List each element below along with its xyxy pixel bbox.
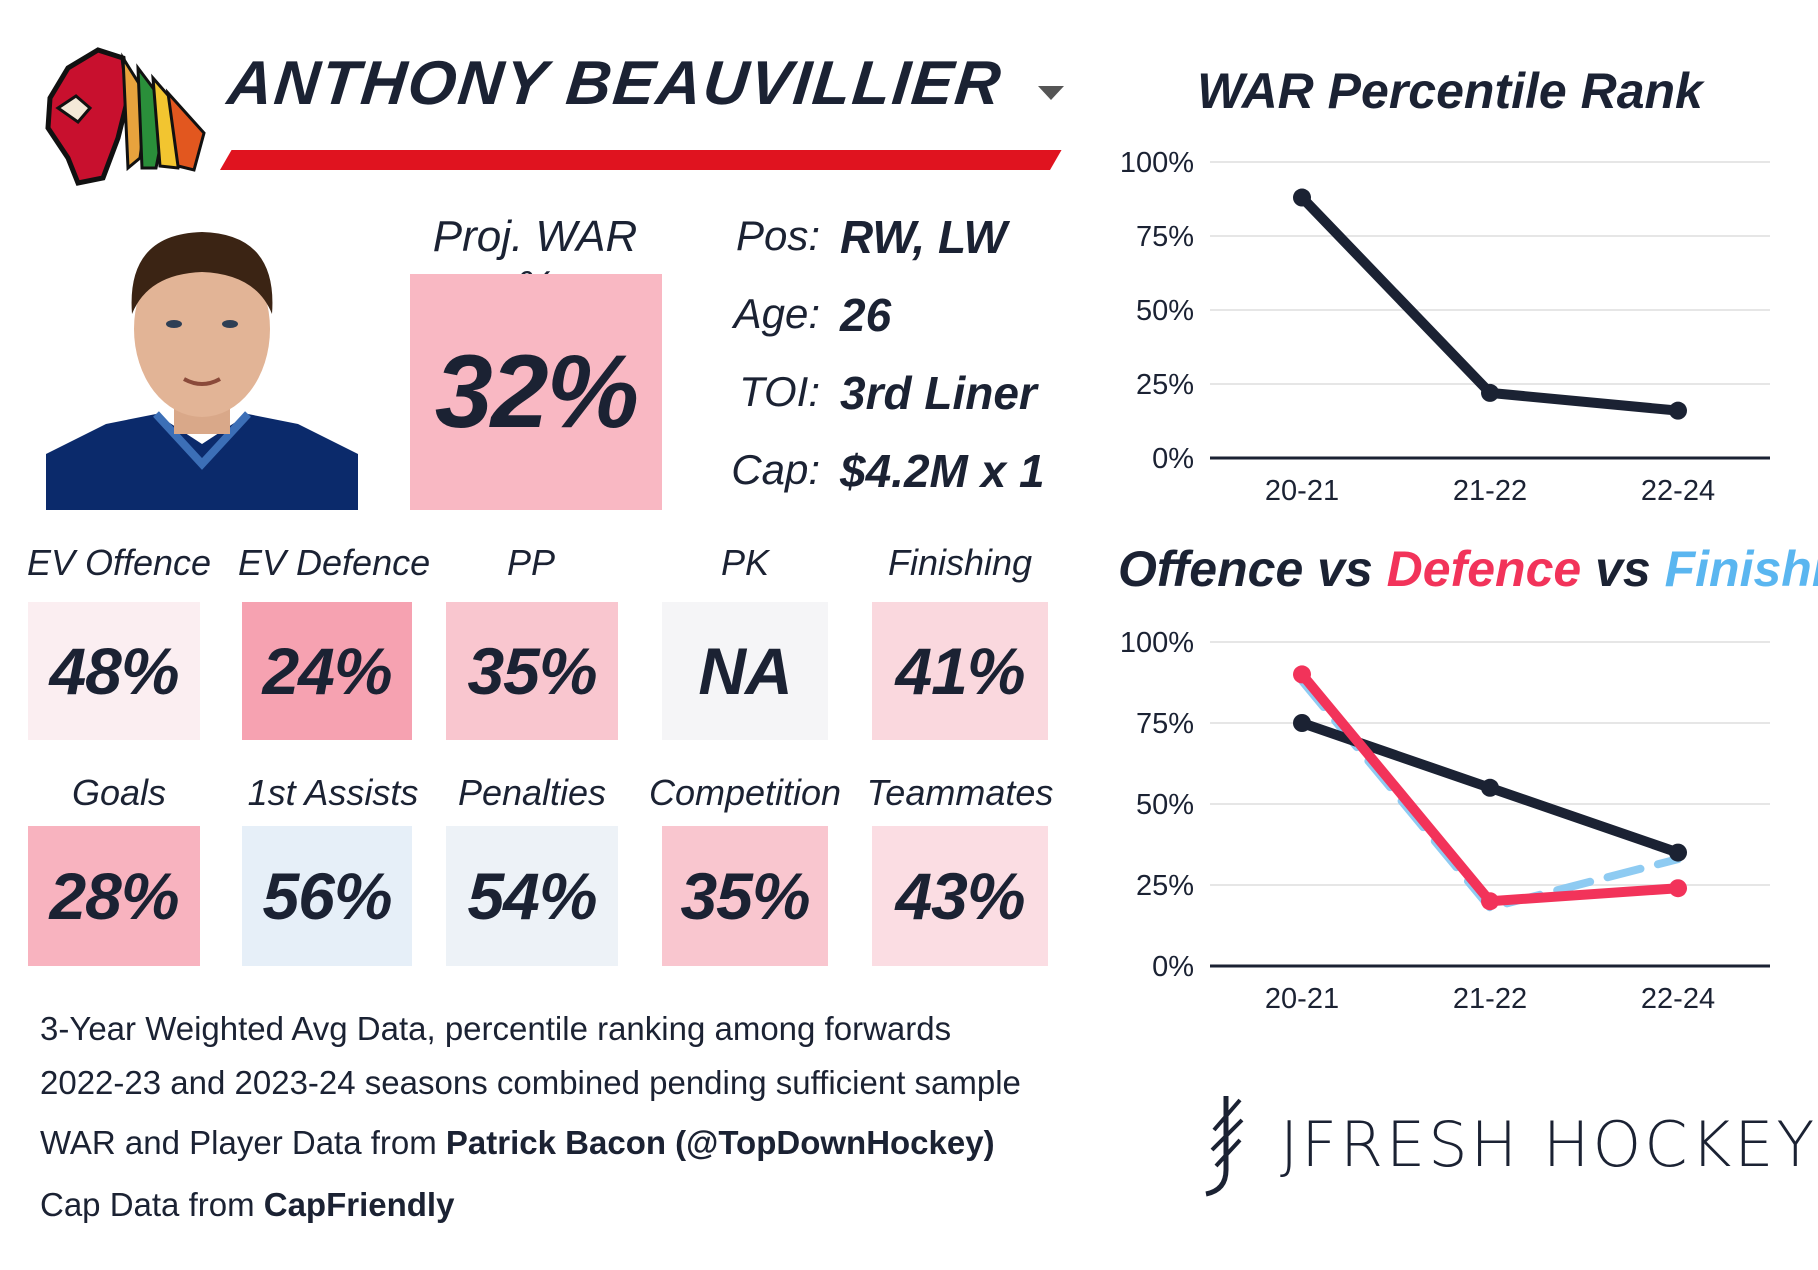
toi-label: TOI: [739, 368, 820, 415]
metric-value-penalties: 54% [467, 859, 597, 933]
metric-box-1st-assists: 56% [242, 826, 412, 966]
y-tick-label: 100% [1120, 627, 1194, 659]
x-tick-label: 22-24 [1641, 475, 1715, 507]
chicago-blackhawks-logo-icon [45, 47, 206, 186]
note-line-4: Cap Data from CapFriendly [40, 1186, 454, 1224]
metric-box-ev-defence: 24% [242, 602, 412, 740]
ovd-title-vs-2: vs [1581, 541, 1665, 597]
note-source-cap: CapFriendly [263, 1186, 455, 1223]
data-point-war [1293, 188, 1311, 207]
x-tick-label: 21-22 [1453, 983, 1527, 1015]
note-line-2: 2022-23 and 2023-24 seasons combined pen… [40, 1064, 1021, 1101]
ovd-title-vs-1: vs [1303, 541, 1387, 597]
metric-value-teammates: 43% [895, 859, 1025, 933]
series-line-war [1297, 192, 1683, 416]
brand-text: JFRESH HOCKEY [1280, 1108, 1818, 1181]
metric-box-ev-offence: 48% [28, 602, 200, 740]
metric-value-pp: 35% [467, 634, 597, 708]
toi-value: 3rd Liner [840, 367, 1037, 419]
metric-label-ev-offence: EV Offence [26, 542, 212, 583]
y-tick-label: 50% [1136, 295, 1194, 327]
cap-value: $4.2M x 1 [840, 445, 1045, 497]
metric-box-pk: NA [662, 602, 828, 740]
metric-value-1st-assists: 56% [262, 859, 392, 933]
proj-war-value: 32% [434, 333, 639, 450]
age-label: Age: [733, 290, 820, 337]
x-tick-label: 21-22 [1453, 475, 1527, 507]
metric-label-ev-defence: EV Defence [238, 542, 431, 583]
jfresh-hockey-logo-icon [1205, 1096, 1244, 1197]
y-tick-label: 0% [1152, 443, 1194, 475]
metric-label-competition: Competition [648, 772, 842, 813]
data-point-offence [1293, 714, 1311, 732]
cap-label: Cap: [731, 446, 820, 493]
y-tick-label: 0% [1152, 951, 1194, 983]
metric-box-penalties: 54% [446, 826, 618, 966]
data-point-war [1669, 401, 1687, 420]
ovd-chart-title: Offence vs Defence vs Finishing [1118, 540, 1818, 598]
data-point-offence [1481, 778, 1499, 797]
note-line-3-prefix: WAR and Player Data from [40, 1124, 446, 1161]
player-name: ANTHONY BEAUVILLIER [224, 49, 1006, 118]
metric-label-teammates: Teammates [866, 772, 1054, 813]
x-tick-label: 22-24 [1641, 983, 1715, 1015]
metric-label-penalties: Penalties [457, 772, 607, 813]
metric-box-competition: 35% [662, 826, 828, 966]
metric-box-finishing: 41% [872, 602, 1048, 740]
metric-box-teammates: 43% [872, 826, 1048, 966]
note-line-1: 3-Year Weighted Avg Data, percentile ran… [40, 1010, 952, 1047]
metric-box-pp: 35% [446, 602, 618, 740]
y-tick-label: 25% [1136, 870, 1194, 902]
data-point-defence [1669, 879, 1687, 898]
chevron-down-icon[interactable] [1038, 86, 1064, 100]
offence-defence-finishing-chart: 0% 25% 50% 75% 100% 20-21 21-22 22-24 [1120, 627, 1770, 1015]
player-photo [46, 232, 358, 510]
metric-value-pk: NA [698, 634, 792, 708]
proj-war-box: 32% [410, 274, 662, 510]
war-percentile-chart: 0% 25% 50% 75% 100% 20-21 21-22 22-24 [1120, 147, 1770, 507]
y-tick-label: 50% [1136, 789, 1194, 821]
note-source-war: Patrick Bacon (@TopDownHockey) [445, 1124, 995, 1161]
note-line-4-prefix: Cap Data from [40, 1186, 264, 1223]
data-point-war [1481, 383, 1499, 402]
pos-label: Pos: [735, 212, 820, 259]
metric-value-goals: 28% [49, 859, 179, 933]
metric-label-1st-assists: 1st Assists [247, 772, 419, 813]
ovd-title-offence: Offence [1118, 541, 1304, 597]
data-point-defence [1293, 665, 1311, 684]
metric-label-pk: PK [720, 542, 770, 583]
x-tick-label: 20-21 [1265, 475, 1339, 507]
data-point-defence [1481, 892, 1499, 911]
metric-box-goals: 28% [28, 826, 200, 966]
metric-label-pp: PP [506, 542, 556, 583]
pos-value: RW, LW [840, 211, 1007, 263]
note-line-3: WAR and Player Data from Patrick Bacon (… [40, 1124, 995, 1162]
metric-label-goals: Goals [71, 772, 167, 813]
y-tick-label: 100% [1120, 147, 1194, 179]
ovd-title-finishing: Finishing [1664, 541, 1818, 597]
y-tick-label: 75% [1136, 708, 1194, 740]
x-tick-label: 20-21 [1265, 983, 1339, 1015]
age-value: 26 [840, 289, 892, 341]
y-tick-label: 75% [1136, 221, 1194, 253]
metric-value-competition: 35% [680, 859, 810, 933]
metric-value-ev-offence: 48% [49, 634, 179, 708]
title-underline [220, 150, 1062, 170]
y-tick-label: 25% [1136, 369, 1194, 401]
ovd-title-defence: Defence [1386, 541, 1582, 597]
data-point-offence [1669, 843, 1687, 862]
metric-value-finishing: 41% [895, 634, 1025, 708]
metric-value-ev-defence: 24% [262, 634, 392, 708]
war-chart-title: WAR Percentile Rank [1197, 63, 1703, 119]
metric-label-finishing: Finishing [887, 542, 1033, 583]
